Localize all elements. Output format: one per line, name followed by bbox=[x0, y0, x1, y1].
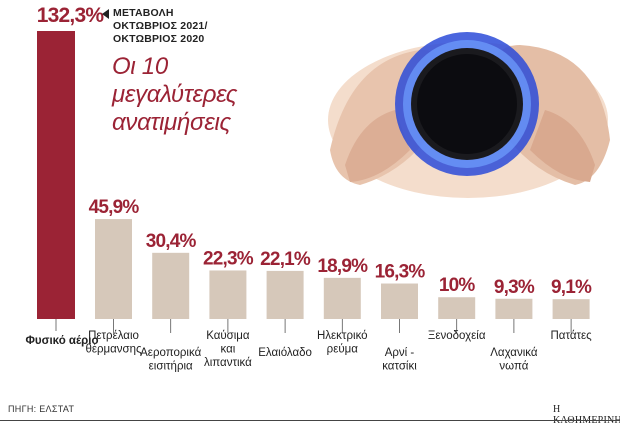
category-label-9: Λαχανικά νωπά bbox=[490, 347, 538, 373]
value-label-2: 45,9% bbox=[89, 197, 140, 218]
value-label-7: 16,3% bbox=[375, 262, 426, 283]
bar-4 bbox=[209, 270, 247, 319]
subtitle-line-3: ΟΚΤΩΒΡΙΟΣ 2020 bbox=[113, 33, 205, 45]
category-label-4: Καύσιμα και λιπαντικά bbox=[204, 330, 252, 369]
category-label-8: Ξενοδοχεία bbox=[428, 330, 486, 342]
pointer-triangle-icon bbox=[102, 9, 109, 19]
value-label-8: 10% bbox=[439, 275, 476, 296]
bar-8 bbox=[438, 297, 476, 319]
bar-9 bbox=[495, 298, 533, 319]
bar-6 bbox=[323, 277, 361, 319]
title-line-2: μεγαλύτερες bbox=[112, 81, 238, 108]
category-label-2: Πετρέλαιο θέρμανσης bbox=[85, 330, 142, 356]
category-label-1: Φυσικό αέριο bbox=[25, 335, 98, 347]
value-label-3: 30,4% bbox=[146, 231, 197, 252]
bar-1 bbox=[37, 31, 75, 319]
bar-10 bbox=[552, 299, 590, 319]
category-label-6: Ηλεκτρικό ρεύμα bbox=[317, 330, 368, 356]
publisher-logo: Η ΚΑΘΗΜΕΡΙΝΗ bbox=[553, 404, 620, 426]
gas-burner-hands-photo bbox=[328, 32, 610, 198]
subtitle-line-1: ΜΕΤΑΒΟΛΗ bbox=[113, 7, 174, 19]
bar-5 bbox=[266, 270, 304, 319]
category-label-5: Ελαιόλαδο bbox=[258, 347, 312, 359]
value-label-6: 18,9% bbox=[317, 256, 368, 277]
right-fingers-shape bbox=[530, 110, 595, 182]
value-label-10: 9,1% bbox=[551, 277, 592, 298]
value-label-1: 132,3% bbox=[37, 4, 105, 27]
value-label-4: 22,3% bbox=[203, 248, 254, 269]
title-line-1: Οι 10 bbox=[112, 53, 168, 80]
bottom-divider bbox=[0, 420, 620, 421]
category-label-10: Πατάτες bbox=[550, 330, 592, 342]
bar-2 bbox=[95, 219, 132, 319]
category-label-7: Αρνί -κατσίκι bbox=[382, 347, 417, 373]
chart-title: Οι 10 μεγαλύτερες ανατιμήσεις bbox=[112, 53, 237, 137]
bar-3 bbox=[152, 252, 190, 319]
burner-center bbox=[417, 54, 517, 154]
chart-subtitle: ΜΕΤΑΒΟΛΗ ΟΚΤΩΒΡΙΟΣ 2021/ ΟΚΤΩΒΡΙΟΣ 2020 bbox=[113, 7, 208, 46]
left-fingers-shape bbox=[345, 110, 410, 182]
bar-7 bbox=[381, 283, 418, 319]
category-label-3: Αεροπορικά εισιτήρια bbox=[140, 347, 201, 373]
subtitle-line-2: ΟΚΤΩΒΡΙΟΣ 2021/ bbox=[113, 20, 208, 32]
title-line-3: ανατιμήσεις bbox=[112, 109, 231, 136]
value-label-9: 9,3% bbox=[494, 277, 535, 298]
value-label-5: 22,1% bbox=[260, 249, 311, 270]
source-note: ΠΗΓΗ: ΕΛΣΤΑΤ bbox=[8, 404, 75, 414]
